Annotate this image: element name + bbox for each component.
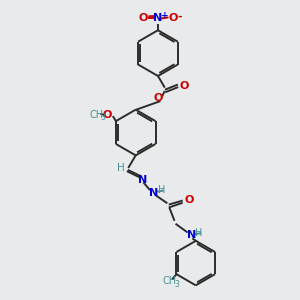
Text: N: N — [187, 230, 196, 240]
Text: N: N — [138, 175, 147, 185]
Text: H: H — [117, 164, 124, 173]
Text: H: H — [195, 228, 203, 238]
Text: O: O — [180, 80, 189, 91]
Text: CH: CH — [162, 276, 177, 286]
Text: H: H — [158, 185, 165, 195]
Text: N: N — [153, 14, 163, 23]
Text: O: O — [185, 195, 194, 205]
Text: O: O — [169, 13, 178, 22]
Text: O: O — [154, 93, 163, 103]
Text: N: N — [149, 188, 158, 198]
Text: -: - — [178, 11, 182, 21]
Text: CH: CH — [89, 110, 103, 120]
Text: O: O — [139, 14, 148, 23]
Text: +: + — [161, 11, 169, 20]
Text: O: O — [102, 110, 112, 120]
Text: 3: 3 — [101, 113, 106, 122]
Text: 3: 3 — [174, 280, 179, 289]
